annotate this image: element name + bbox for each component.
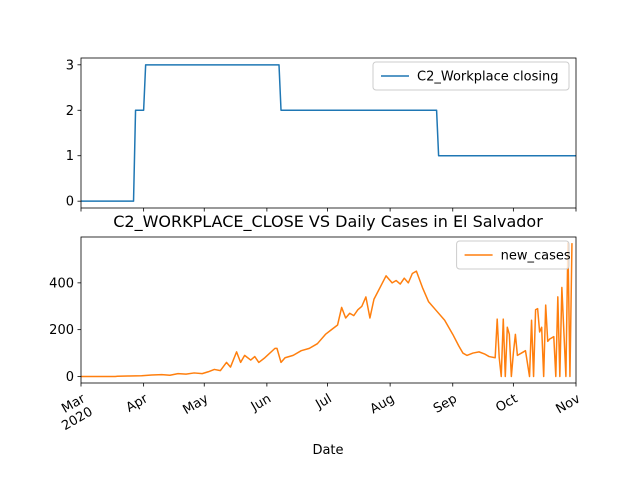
y-tick-label: 2 [66, 104, 74, 119]
x-tick-label: Jun [248, 391, 274, 415]
y-tick-label: 1 [66, 149, 74, 164]
y-tick-label: 200 [49, 323, 74, 338]
legend-box [372, 61, 570, 91]
data-line [81, 64, 576, 202]
x-tick-label: Sep [431, 391, 460, 416]
y-tick-label: 3 [66, 58, 74, 73]
axes-frame [80, 57, 577, 209]
y-tick-label: 0 [66, 370, 74, 385]
chart-title: C2_WORKPLACE_CLOSE VS Daily Cases in El … [113, 212, 543, 232]
x-tick-label: Aug [368, 391, 397, 417]
data-line [81, 242, 573, 378]
axes-frame [80, 236, 577, 384]
x-tick-label: Oct [493, 391, 520, 415]
legend-label: C2_Workplace closing [417, 70, 558, 85]
x-tick-label: Nov [554, 391, 584, 417]
x-tick-label: Apr [124, 391, 152, 416]
x-tick-label: Mar2020 [52, 391, 96, 434]
legend-label: new_cases [501, 249, 571, 264]
y-tick-label: 400 [49, 276, 74, 291]
x-tick-label: Jul [313, 391, 335, 412]
y-tick-label: 0 [66, 195, 74, 210]
x-axis-label: Date [312, 443, 343, 458]
x-tick-label: May [180, 391, 211, 418]
legend-box [456, 240, 570, 270]
